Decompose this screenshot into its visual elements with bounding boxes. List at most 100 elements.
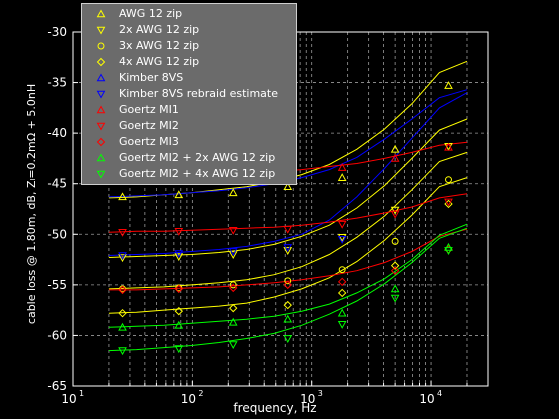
data-point-marker (390, 210, 400, 219)
legend-label: Goertz MI2 (119, 119, 179, 132)
data-point-marker (283, 244, 293, 252)
data-point-marker (338, 266, 346, 274)
data-point-marker (445, 176, 452, 184)
data-point-marker (337, 308, 347, 317)
legend-entry: AWG 12 zip (82, 6, 296, 22)
data-point-marker (229, 303, 238, 313)
data-point-marker (283, 314, 293, 323)
y-tick-label: -35 (47, 76, 67, 90)
legend-label: Kimber 8VS rebraid estimate (119, 87, 278, 100)
data-point-marker (284, 277, 292, 285)
data-point-marker (96, 122, 106, 131)
legend-label: Goertz MI1 (119, 103, 179, 116)
data-point-marker (337, 234, 347, 242)
legend-label: Goertz MI3 (119, 135, 179, 148)
data-point-marker (228, 251, 238, 260)
data-point-marker (96, 26, 106, 35)
x-tick-exponent: 2 (198, 389, 203, 398)
data-point-marker (229, 283, 238, 293)
legend-swatch (96, 90, 106, 99)
legend-swatch (96, 105, 106, 114)
x-tick-label: 10 (419, 392, 434, 406)
y-tick-label: -60 (47, 328, 67, 342)
data-point-marker (118, 254, 127, 263)
legend-swatch (96, 153, 106, 162)
data-point-marker (444, 81, 453, 89)
legend-label: 3x AWG 12 zip (119, 39, 200, 52)
data-point-marker (228, 188, 238, 197)
legend-entry: Kimber 8VS (82, 70, 296, 86)
data-point-marker (118, 285, 127, 295)
data-point-marker (337, 173, 347, 181)
x-tick-label: 10 (61, 392, 76, 406)
data-point-marker (174, 190, 184, 199)
legend-label: Goertz MI2 + 2x AWG 12 zip (119, 151, 276, 164)
y-tick-label: -40 (47, 126, 67, 140)
data-point-marker (96, 105, 106, 114)
x-tick-exponent: 1 (79, 389, 84, 398)
legend-swatch (96, 73, 106, 82)
x-tick-exponent: 3 (318, 389, 323, 398)
data-point-marker (118, 252, 127, 261)
x-tick-label: 10 (181, 392, 196, 406)
series-line (108, 223, 468, 328)
data-point-marker (283, 280, 292, 290)
data-point-marker (444, 199, 453, 209)
data-point-marker (390, 266, 400, 275)
axis-ticks: 10 1 10 2 10 3 10 4-65-60-55-50-45-40-35-30 (47, 25, 468, 406)
legend-entry: Goertz MI3 (82, 134, 296, 150)
data-point-marker (118, 308, 127, 318)
x-axis-label: frequency, Hz (233, 401, 316, 415)
data-point-marker (174, 250, 184, 259)
data-point-marker (283, 335, 293, 343)
data-point-marker (390, 261, 400, 270)
legend-swatch (96, 137, 106, 147)
series-line (108, 151, 468, 290)
data-point-marker (390, 153, 400, 162)
data-point-marker (228, 341, 238, 350)
data-point-marker (337, 220, 347, 229)
y-tick-label: -30 (47, 25, 67, 39)
y-tick-label: -45 (47, 177, 67, 191)
legend-entry: 4x AWG 12 zip (82, 54, 296, 70)
data-point-marker (174, 227, 184, 236)
data-point-marker (390, 284, 400, 293)
legend-entry: Goertz MI2 (82, 118, 296, 134)
y-tick-label: -65 (47, 379, 67, 393)
data-point-marker (96, 9, 106, 18)
data-point-marker (283, 300, 292, 310)
data-point-marker (97, 42, 105, 50)
data-point-marker (96, 137, 106, 147)
data-point-marker (96, 73, 106, 82)
data-point-marker (174, 306, 184, 316)
data-point-marker (228, 317, 238, 326)
series-line (108, 92, 468, 256)
data-point-marker (118, 322, 127, 331)
legend-swatch (96, 26, 106, 35)
data-point-marker (390, 206, 400, 215)
data-point-marker (96, 153, 106, 162)
x-tick-label: 10 (300, 392, 315, 406)
legend-swatch (96, 170, 106, 179)
legend: AWG 12 zip 2x AWG 12 zip 3x AWG 12 zip 4x A… (81, 3, 297, 185)
data-point-marker (444, 247, 453, 255)
legend-label: Goertz MI2 + 4x AWG 12 zip (119, 167, 276, 180)
series-line (108, 227, 468, 352)
legend-entry: 3x AWG 12 zip (82, 38, 296, 54)
grid-lines (73, 32, 488, 386)
data-point-marker (174, 320, 184, 329)
legend-label: 2x AWG 12 zip (119, 23, 200, 36)
legend-entry: Goertz MI2 + 4x AWG 12 zip (82, 166, 296, 182)
data-point-marker (444, 242, 453, 251)
data-point-marker (390, 294, 400, 303)
legend-entry: 2x AWG 12 zip (82, 22, 296, 38)
data-point-marker (337, 288, 347, 298)
series-line (108, 177, 468, 314)
data-point-marker (229, 281, 237, 289)
series-line (108, 118, 468, 258)
data-point-marker (96, 90, 106, 99)
data-point-marker (174, 284, 184, 294)
legend-entry: Goertz MI1 (82, 102, 296, 118)
data-point-marker (444, 198, 453, 207)
legend-entry: Goertz MI2 + 2x AWG 12 zip (82, 150, 296, 166)
